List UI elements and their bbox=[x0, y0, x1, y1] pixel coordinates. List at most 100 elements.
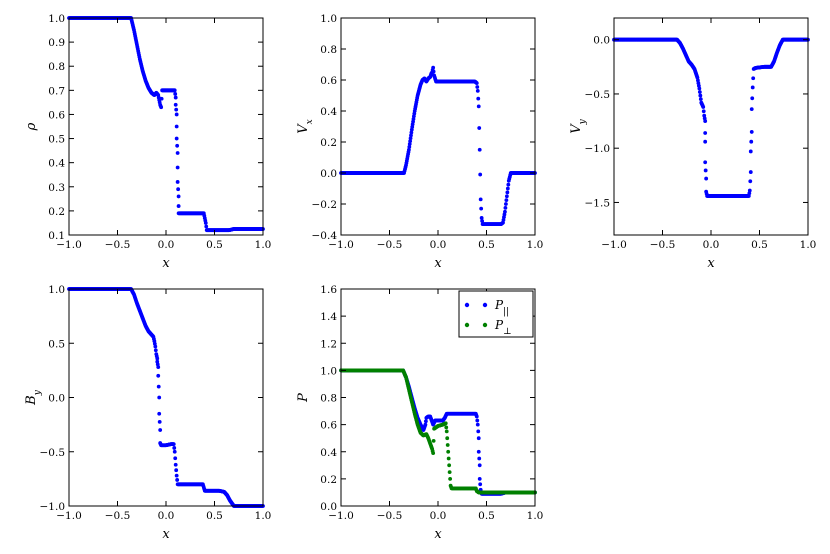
y-axis-label: Vx bbox=[296, 119, 315, 133]
y-tick-label: 0.2 bbox=[320, 474, 337, 486]
y-tick-label: 0.5 bbox=[48, 134, 65, 146]
data-point bbox=[174, 107, 179, 112]
data-point bbox=[174, 468, 179, 473]
x-tick-label: 0.0 bbox=[430, 239, 447, 251]
data-point bbox=[701, 105, 706, 109]
data-point bbox=[478, 197, 483, 202]
y-tick-label: −1.0 bbox=[40, 501, 66, 513]
x-tick-label: 0.5 bbox=[206, 239, 223, 251]
y-tick-label: 0.5 bbox=[48, 338, 65, 350]
data-point bbox=[703, 160, 708, 165]
data-point bbox=[748, 170, 753, 174]
x-tick-label: −0.5 bbox=[377, 239, 403, 251]
data-point bbox=[480, 219, 485, 223]
data-point bbox=[748, 179, 753, 184]
x-tick-label: −0.5 bbox=[105, 510, 131, 522]
data-point bbox=[172, 88, 177, 93]
x-axis-label: x bbox=[434, 256, 442, 271]
data-point bbox=[174, 112, 179, 117]
data-point bbox=[479, 206, 484, 211]
data-point bbox=[203, 221, 208, 225]
series-by-0 bbox=[67, 287, 265, 508]
data-point bbox=[173, 456, 178, 461]
x-tick-label: 1.0 bbox=[255, 510, 272, 522]
data-point bbox=[174, 473, 179, 478]
data-point bbox=[159, 105, 164, 110]
y-tick-label: 0.8 bbox=[320, 393, 337, 405]
data-point bbox=[423, 419, 428, 424]
x-tick-label: −0.5 bbox=[377, 510, 403, 522]
series-vy-0 bbox=[612, 37, 810, 198]
series-p-1 bbox=[339, 368, 537, 495]
data-point bbox=[751, 76, 756, 81]
data-point bbox=[504, 198, 509, 203]
data-point bbox=[423, 422, 428, 427]
y-tick-label: −0.2 bbox=[312, 199, 338, 211]
data-point bbox=[444, 429, 449, 434]
data-point bbox=[701, 109, 706, 114]
data-point bbox=[703, 139, 708, 144]
data-point bbox=[698, 93, 703, 98]
data-point bbox=[407, 142, 412, 146]
data-point bbox=[504, 202, 508, 206]
data-point bbox=[175, 143, 180, 148]
data-point bbox=[407, 144, 412, 149]
legend-marker bbox=[464, 322, 470, 328]
data-point bbox=[504, 194, 509, 199]
data-point bbox=[175, 478, 180, 482]
x-tick-label: −1.0 bbox=[601, 239, 627, 251]
data-point bbox=[173, 462, 178, 467]
y-tick-label: 0.4 bbox=[48, 158, 65, 170]
y-axis-label: P bbox=[296, 393, 311, 403]
y-tick-label: 1.0 bbox=[48, 284, 65, 296]
data-point bbox=[171, 442, 176, 447]
data-point bbox=[447, 463, 452, 468]
data-point bbox=[409, 133, 413, 138]
data-point bbox=[408, 136, 413, 141]
y-tick-label: 0.0 bbox=[593, 35, 610, 47]
legend-label: P⊥ bbox=[494, 318, 512, 337]
data-point bbox=[153, 344, 158, 349]
data-point bbox=[475, 88, 480, 93]
data-point bbox=[172, 446, 177, 450]
data-point bbox=[506, 182, 511, 187]
data-point bbox=[175, 151, 180, 155]
y-tick-label: 0.2 bbox=[320, 137, 337, 149]
data-point bbox=[447, 470, 452, 474]
legend-marker bbox=[482, 302, 488, 308]
data-point bbox=[474, 81, 479, 85]
data-point bbox=[747, 188, 752, 193]
data-point bbox=[477, 463, 482, 468]
x-axis-label: x bbox=[434, 527, 442, 542]
x-tick-label: 1.0 bbox=[527, 510, 544, 522]
y-tick-label: 1.6 bbox=[320, 284, 337, 296]
data-point bbox=[476, 449, 481, 454]
data-point bbox=[475, 422, 480, 427]
data-point bbox=[698, 97, 703, 101]
legend-marker bbox=[464, 302, 470, 308]
data-point bbox=[750, 96, 755, 101]
legend-frame bbox=[458, 290, 534, 338]
data-point bbox=[477, 126, 482, 130]
data-point bbox=[175, 180, 180, 184]
data-point bbox=[478, 172, 483, 177]
y-tick-label: 0.0 bbox=[320, 168, 337, 180]
y-tick-label: 0.3 bbox=[48, 182, 65, 194]
series-vx-0 bbox=[339, 65, 537, 227]
data-point bbox=[172, 449, 177, 454]
x-tick-label: 0.0 bbox=[158, 510, 175, 522]
legend-label: P|| bbox=[494, 298, 509, 317]
data-point bbox=[703, 119, 708, 123]
y-tick-label: −0.4 bbox=[312, 230, 338, 242]
y-tick-label: −1.0 bbox=[585, 143, 611, 155]
data-point bbox=[475, 418, 480, 423]
x-axis-label: x bbox=[707, 256, 715, 271]
y-tick-label: 0.9 bbox=[48, 37, 65, 49]
y-axis-label: By bbox=[24, 389, 43, 406]
y-tick-label: 1.0 bbox=[48, 13, 65, 25]
data-point bbox=[476, 96, 481, 101]
panel-rho: −1.0 −0.5 0.0 0.5 1.0 0.1 0.2 0.3 0.4 0.5 0.6 0.7 0.… bbox=[24, 13, 271, 271]
data-point bbox=[749, 130, 754, 134]
y-axis-label: Vy bbox=[569, 118, 588, 133]
